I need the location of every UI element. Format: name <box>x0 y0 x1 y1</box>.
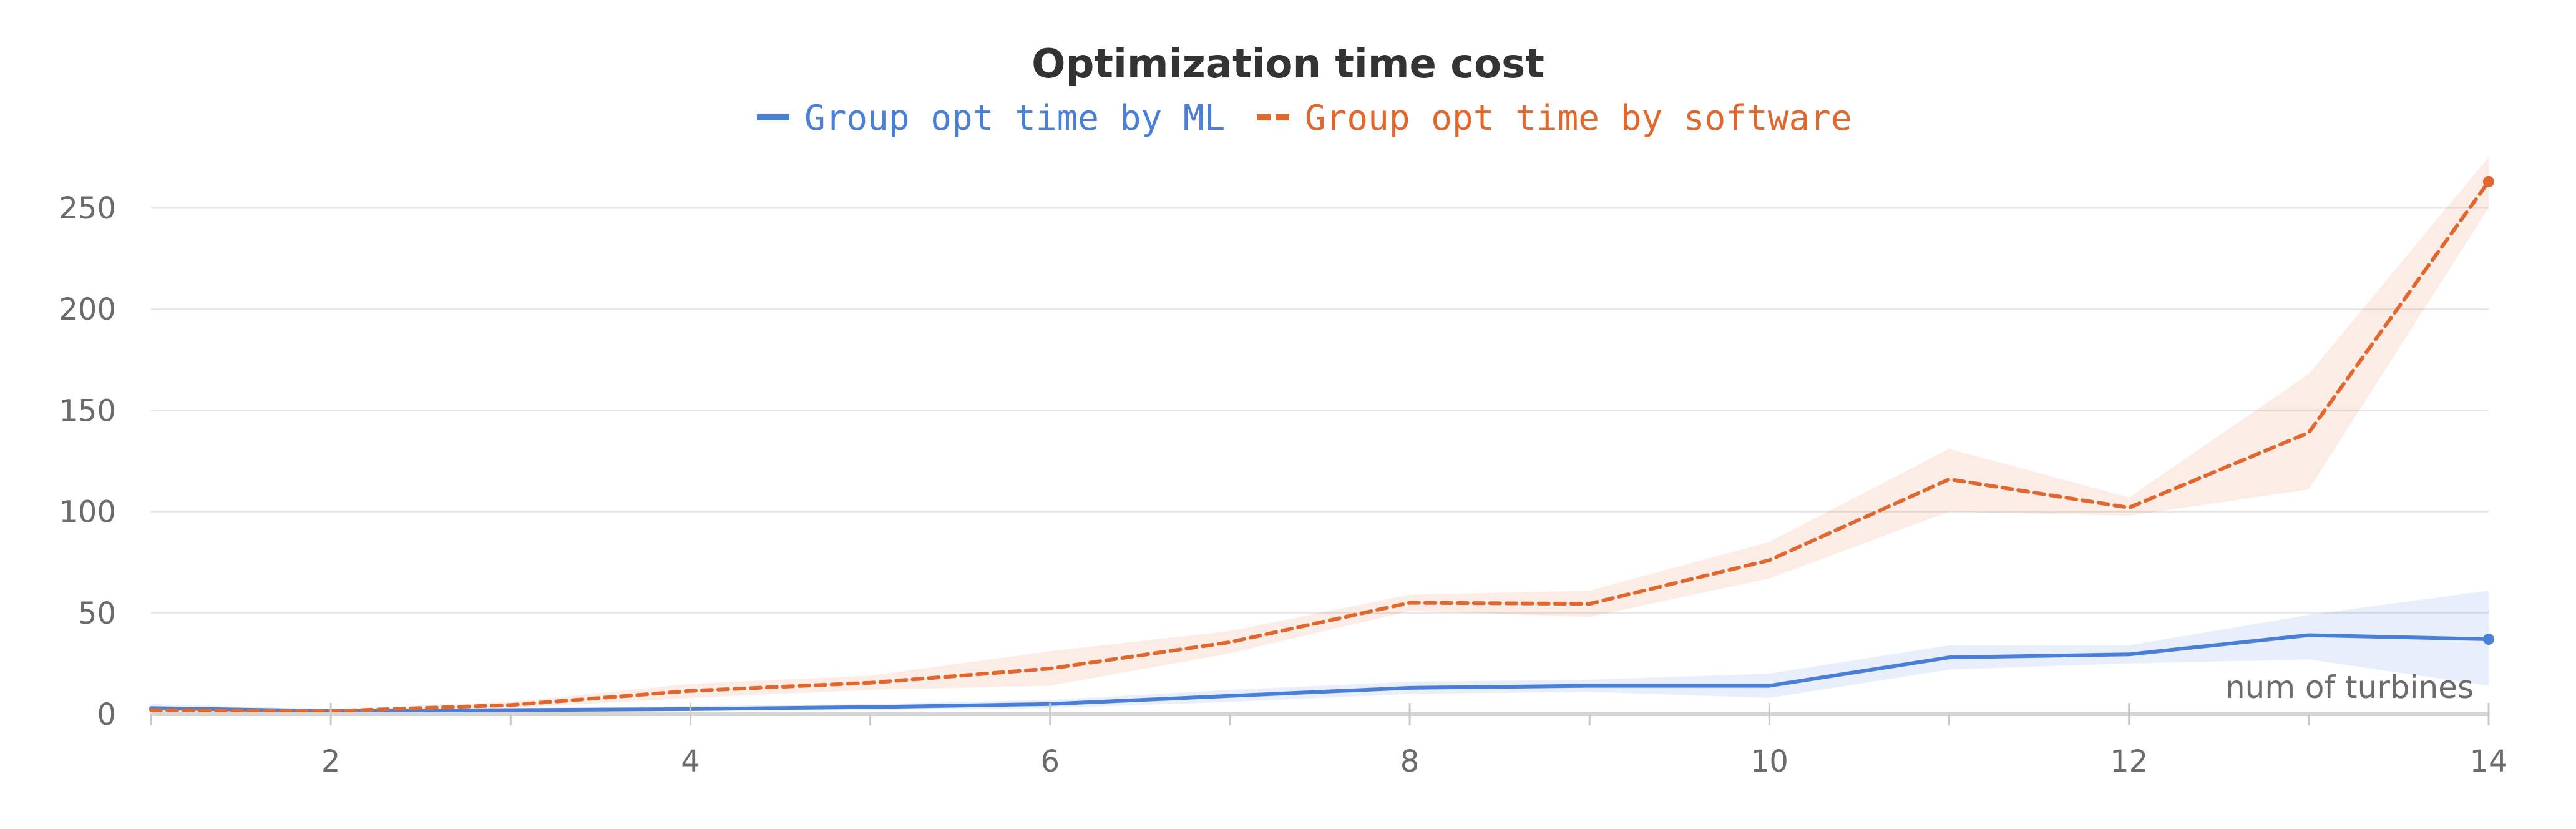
series-line-1[interactable] <box>149 179 2491 714</box>
legend-item-ml[interactable]: Group opt time by ML <box>757 98 1225 139</box>
y-tick-label-150: 150 <box>59 393 116 428</box>
chart-title: Optimization time cost <box>1032 41 1544 87</box>
x-tick-label-2: 2 <box>321 744 341 779</box>
grid-lines <box>151 207 2489 614</box>
x-tick-label-4: 4 <box>681 744 700 779</box>
y-tick-label-50: 50 <box>78 596 116 631</box>
y-tick-label-250: 250 <box>59 191 116 226</box>
series-line-0[interactable] <box>149 633 2491 714</box>
x-tick-label-12: 12 <box>2110 744 2148 779</box>
y-axis-ticks: 0 50 100 150 200 250 <box>59 191 116 732</box>
legend-item-software[interactable]: Group opt time by software <box>1257 98 1852 139</box>
x-tick-label-8: 8 <box>1400 744 1420 779</box>
x-tick-label-6: 6 <box>1040 744 1060 779</box>
series-lines <box>149 175 2494 714</box>
series-end-point-1[interactable] <box>2483 175 2494 187</box>
y-tick-label-0: 0 <box>97 697 116 732</box>
confidence-bands <box>151 157 2489 714</box>
x-tick-label-14: 14 <box>2469 744 2507 779</box>
band-series-0 <box>151 591 2489 714</box>
x-tick-label-10: 10 <box>1750 744 1788 779</box>
legend: Group opt time by ML Group opt time by s… <box>757 98 1852 139</box>
series-end-point-0[interactable] <box>2483 633 2494 645</box>
band-series-1 <box>151 157 2489 714</box>
legend-label-ml: Group opt time by ML <box>804 98 1225 139</box>
legend-label-software: Group opt time by software <box>1305 98 1852 139</box>
y-tick-label-200: 200 <box>59 292 116 327</box>
x-axis-title: num of turbines <box>2225 669 2474 705</box>
x-axis-ticks: 2 4 6 8 10 12 14 <box>150 703 2508 779</box>
y-tick-label-100: 100 <box>59 495 116 530</box>
